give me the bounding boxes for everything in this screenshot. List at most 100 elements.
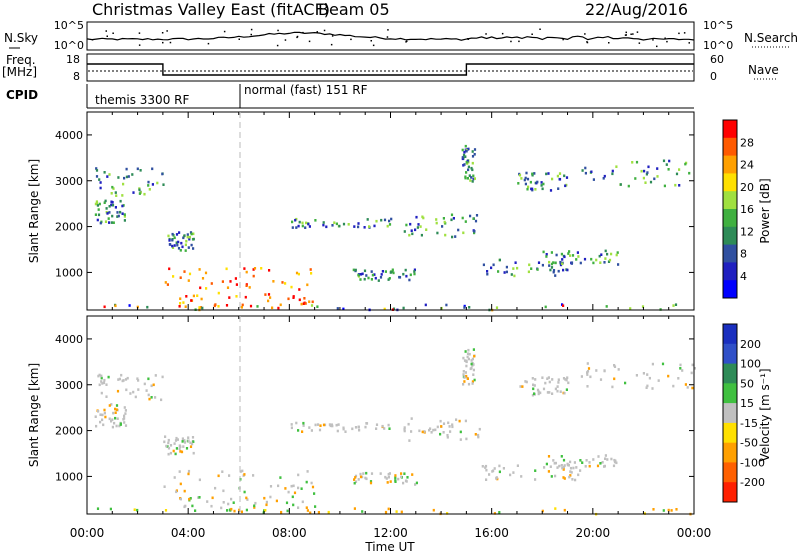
range-cell [459,430,462,434]
range-cell [530,267,533,270]
range-cell [403,428,406,431]
range-cell [640,169,643,173]
range-cell [579,261,582,265]
range-cell [467,165,470,169]
range-cell [616,251,619,254]
range-cell [189,231,193,234]
range-cell [605,305,608,308]
range-cell [425,228,428,231]
range-cell [269,296,272,299]
range-cell [200,297,203,301]
range-cell [603,174,606,178]
range-cell [198,306,201,309]
range-cell [595,369,598,372]
range-cell [377,279,380,282]
range-cell [606,252,609,256]
range-cell [198,478,201,482]
range-cell [634,177,637,180]
range-cell [415,215,418,219]
range-cell [554,274,557,277]
range-cell [570,471,573,474]
range-cell [264,293,267,296]
range-cell [110,403,113,406]
nsearch-dot [562,38,564,41]
nsky-label: N.Sky [4,31,38,45]
range-cell [279,303,282,307]
range-cell [475,214,479,217]
range-cell [520,177,523,180]
time-tick-label: 04:00 [171,526,206,540]
range-cell [300,302,303,306]
range-cell [442,217,445,220]
range-cell [562,458,566,462]
range-cell [354,474,358,478]
range-cell [370,278,373,281]
range-cell [117,214,120,218]
range-cell [662,509,665,512]
range-cell [439,419,442,423]
range-cell [110,221,113,224]
range-cell [301,500,304,504]
power-colorbar: 28 24 20 16 12 8 4 [722,119,754,299]
range-cell [179,450,182,453]
range-cell [411,473,414,476]
range-cell [492,469,495,473]
range-cell [450,218,453,222]
nsearch-dot [330,43,333,46]
station-title: Christmas Valley East (fitACF) [92,0,330,19]
nsearch-dot [664,37,666,39]
range-cell [316,305,319,308]
ytick-label: 1000 [55,470,83,483]
range-cell [465,160,468,164]
range-cell [354,426,358,429]
range-cell [464,350,467,353]
range-cell [541,263,544,267]
range-cell [115,424,118,428]
range-cell [410,430,413,433]
range-cell [192,440,195,443]
range-cell [613,365,617,368]
range-cell [587,367,591,370]
range-cell [97,410,100,413]
range-cell [240,306,243,309]
range-cell [188,235,191,239]
range-cell [337,423,340,426]
range-cell [502,467,505,470]
range-cell [167,446,171,450]
range-cell [164,281,167,284]
range-cell [430,431,433,434]
range-cell [114,304,117,308]
range-cell [188,237,191,241]
range-cell [190,299,193,302]
range-cell [176,243,179,247]
range-cell [563,477,566,480]
range-cell [383,307,386,311]
colorbar-swatch [723,383,737,404]
nsearch-dot [683,32,686,34]
freq-tick-low: 8 [73,70,80,83]
ytick-label: 3000 [55,379,83,392]
range-cell [344,430,347,433]
colorbar-swatch [723,482,737,503]
range-cell [596,464,600,468]
range-cell [188,272,192,276]
nsearch-label: N.Search [744,31,798,45]
range-cell [560,252,563,256]
range-cell [486,272,489,276]
range-cell [217,291,220,295]
range-cell [111,185,114,189]
range-cell [539,391,542,395]
range-cell [473,148,477,151]
range-cell [473,354,476,358]
range-cell [667,374,670,378]
range-cell [471,150,474,153]
range-cell [168,239,171,242]
range-cell [184,305,187,308]
range-cell [229,280,232,283]
range-cell [532,383,535,387]
range-cell [232,501,235,504]
range-cell [357,222,360,225]
range-cell [464,419,467,423]
range-cell [391,268,394,272]
range-cell [599,378,603,381]
